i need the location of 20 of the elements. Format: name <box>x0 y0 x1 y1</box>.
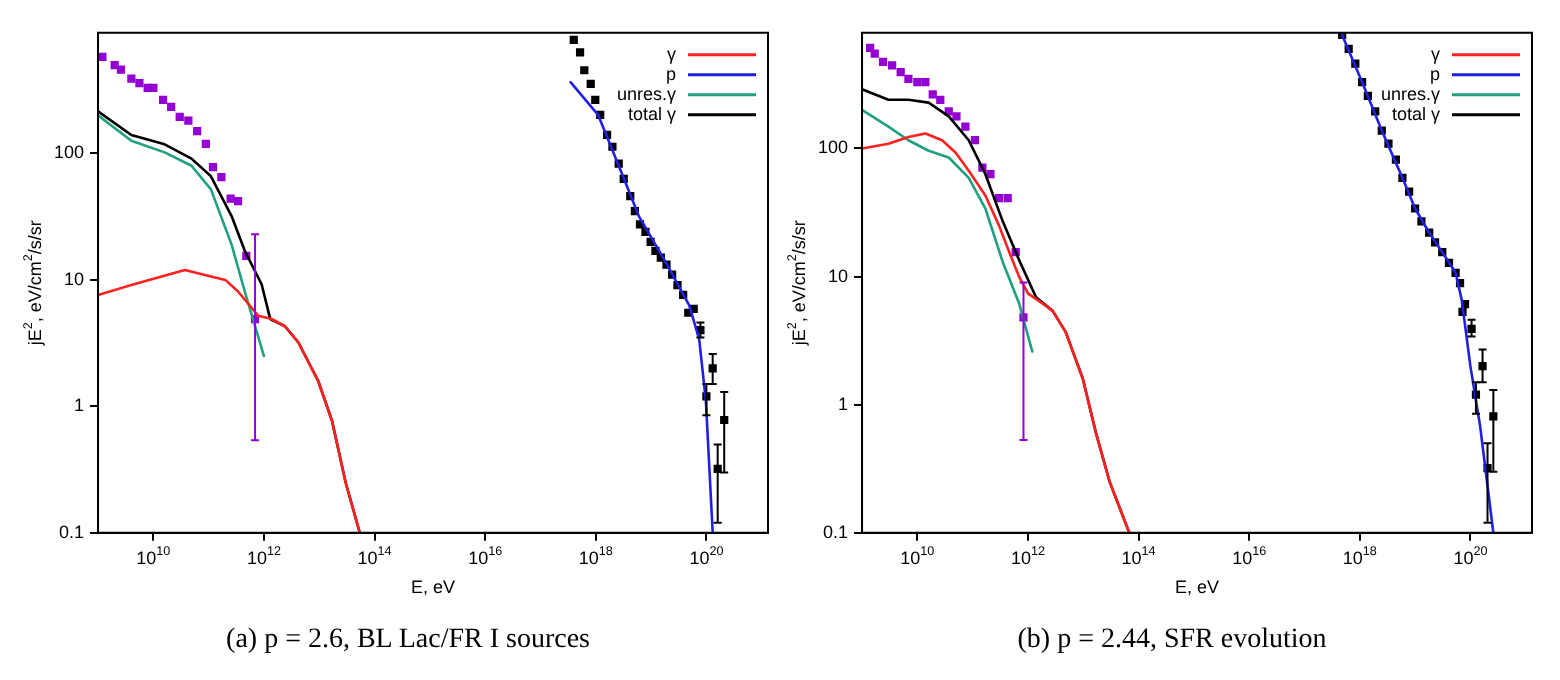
y-tick-label: 10 <box>64 268 85 289</box>
legend-label: unres.γ <box>1380 83 1441 104</box>
y-tick-label: 0.1 <box>59 521 85 542</box>
y-tick-label: 0.1 <box>823 521 849 542</box>
legend-label: total γ <box>1391 103 1441 124</box>
y-tick-label: 100 <box>53 142 85 163</box>
x-axis-title: E, eV <box>1175 576 1220 597</box>
legend-label: γ <box>1431 43 1441 64</box>
legend-label: unres.γ <box>616 83 677 104</box>
legend-label: p <box>1429 63 1440 84</box>
y-tick-label: 1 <box>838 393 849 414</box>
y-tick-label: 10 <box>828 265 849 286</box>
legend-label: p <box>665 63 676 84</box>
text: (b) p = 2.44, SFR evolution <box>1017 624 1327 655</box>
y-tick-label: 1 <box>74 395 85 416</box>
y-tick-label: 100 <box>817 137 849 158</box>
legend-label: total γ <box>627 103 677 124</box>
x-axis-title: E, eV <box>411 576 456 597</box>
text: (a) p = 2.6, BL Lac/FR I sources <box>226 624 590 655</box>
legend-label: γ <box>667 43 677 64</box>
